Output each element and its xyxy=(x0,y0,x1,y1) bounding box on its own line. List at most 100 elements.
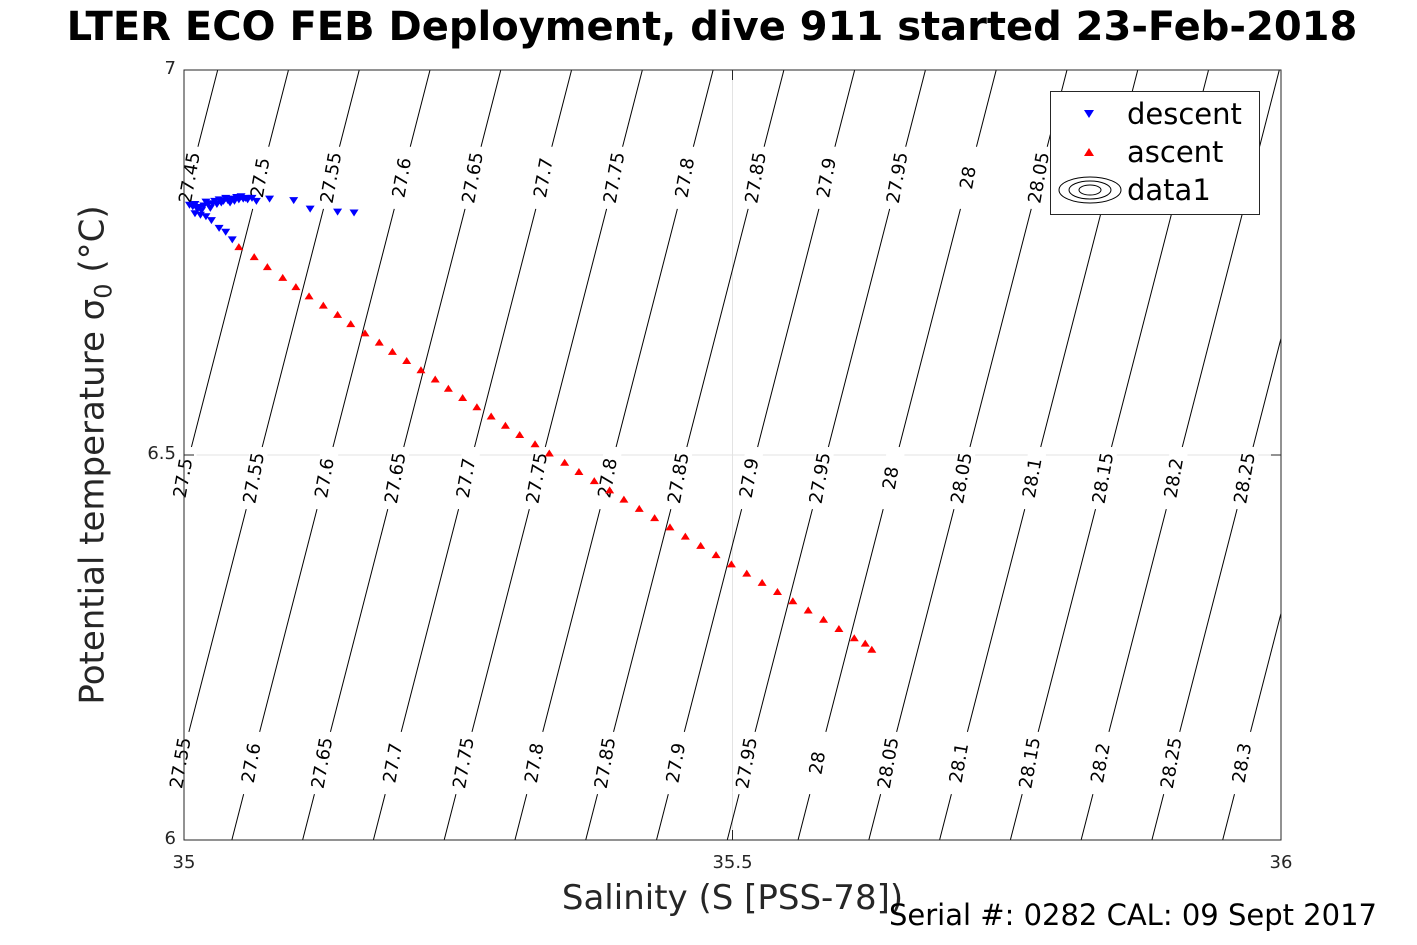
descent-point xyxy=(333,208,343,216)
contour-label-gap xyxy=(883,144,913,211)
contour-label-gap xyxy=(175,144,205,211)
ascent-point xyxy=(530,440,540,448)
contour-label-gap xyxy=(166,729,196,797)
ascent-point xyxy=(560,458,570,466)
contour-label-gap xyxy=(246,144,276,211)
ascent-point xyxy=(867,645,877,653)
contour-label-gap xyxy=(1157,729,1187,797)
contour-label-gap xyxy=(378,729,408,797)
descent-point xyxy=(206,217,216,225)
ascent-point xyxy=(486,412,496,420)
ascent-point xyxy=(634,504,644,512)
contour-label-gap xyxy=(874,729,904,797)
contour-label-gap xyxy=(954,144,983,211)
descent-point xyxy=(221,228,231,236)
descent-point xyxy=(214,224,224,232)
ascent-point xyxy=(515,430,525,438)
contour-label-gap xyxy=(237,729,267,797)
contour-label-gap xyxy=(317,144,346,211)
y-tick-label: 6 xyxy=(164,828,176,849)
descent-point xyxy=(227,236,237,244)
ascent-point xyxy=(788,597,798,605)
gridlines xyxy=(184,70,1281,840)
contour-label: 28 xyxy=(806,750,831,776)
contour-label-gap xyxy=(812,144,842,211)
contour-label-gap xyxy=(732,729,762,797)
ascent-point xyxy=(262,263,272,271)
contour-label-gap xyxy=(1086,729,1116,797)
descent-point xyxy=(305,205,315,213)
y-axis-label-subscript: 0 xyxy=(89,283,118,299)
contour-label-gap xyxy=(670,144,700,211)
contour-label-gap xyxy=(944,729,974,797)
contour-label-gap xyxy=(458,144,488,211)
serial-cal-footer: Serial #: 0282 CAL: 09 Sept 2017 xyxy=(889,898,1377,932)
descent-series xyxy=(184,193,359,244)
x-tick-label: 35.5 xyxy=(712,852,753,873)
y-axis-label: Potential temperature σ0 (°C) xyxy=(73,205,118,704)
contour-label-gap xyxy=(1228,729,1257,797)
ascent-point xyxy=(772,588,782,596)
contour-label-gap xyxy=(1018,445,1048,512)
contour-label-gap xyxy=(741,144,771,211)
contour-label-gap xyxy=(387,144,417,211)
contour-label-gap xyxy=(310,445,340,512)
contour-label-gap xyxy=(520,729,550,797)
x-tick-label: 36 xyxy=(1269,852,1293,873)
ascent-point xyxy=(472,403,482,411)
isopycnal-line xyxy=(1222,611,1281,840)
ascent-point xyxy=(619,495,629,503)
ascent-point xyxy=(726,560,736,568)
contour-label-gap xyxy=(600,144,630,211)
ascent-point xyxy=(665,523,675,531)
ascent-point xyxy=(589,477,599,485)
ascent-point xyxy=(650,514,660,522)
ascent-point xyxy=(416,366,426,374)
descent-point xyxy=(265,195,275,203)
contour-label: 28 xyxy=(956,165,981,191)
contour-label-gap xyxy=(239,445,269,512)
contour-label-gap xyxy=(449,729,479,797)
ascent-point xyxy=(742,569,752,577)
ascent-point xyxy=(819,615,829,623)
contour-label-gap xyxy=(661,729,691,797)
contour-label-gap xyxy=(1089,445,1118,512)
ascent-point xyxy=(680,532,690,540)
contour-label-gap xyxy=(1159,445,1189,512)
triangle-up-icon xyxy=(1084,148,1094,156)
ascent-point xyxy=(711,551,721,559)
ascent-point xyxy=(430,375,440,383)
ascent-point xyxy=(500,421,510,429)
contour-label-gap xyxy=(529,144,559,211)
ascent-point xyxy=(387,347,397,355)
ascent-point xyxy=(234,243,244,251)
y-axis-label-text: Potential temperature σ xyxy=(72,298,113,705)
contour-label-gap xyxy=(803,729,833,797)
legend-item-data1: data1 xyxy=(1051,171,1259,209)
ascent-point xyxy=(318,301,328,309)
y-axis-label-unit: (°C) xyxy=(72,205,113,284)
ascent-point xyxy=(346,320,356,328)
legend: descent ascent data1 xyxy=(1050,91,1260,215)
contour-label-gap xyxy=(522,445,552,512)
ascent-point xyxy=(249,253,259,261)
contour-label-gap xyxy=(1230,445,1260,512)
contour-label: 28 xyxy=(879,465,904,491)
ascent-series xyxy=(234,243,877,653)
contour-label-gap xyxy=(947,445,977,512)
contour-label-gap xyxy=(593,445,623,512)
descent-point xyxy=(247,194,257,202)
chart-title: LTER ECO FEB Deployment, dive 911 starte… xyxy=(66,4,1358,50)
ascent-point xyxy=(374,338,384,346)
contour-label-gap xyxy=(381,445,411,512)
ascent-point xyxy=(696,541,706,549)
descent-point xyxy=(349,209,359,217)
contour-label-gap xyxy=(735,445,765,512)
legend-label-descent: descent xyxy=(1127,97,1242,131)
ascent-point xyxy=(458,394,468,402)
ascent-point xyxy=(860,639,870,647)
contour-label-gap xyxy=(664,445,694,512)
contour-label-gap xyxy=(805,445,835,512)
x-axis-label: Salinity (S [PSS-78]) xyxy=(561,878,904,918)
ascent-point xyxy=(544,449,554,457)
